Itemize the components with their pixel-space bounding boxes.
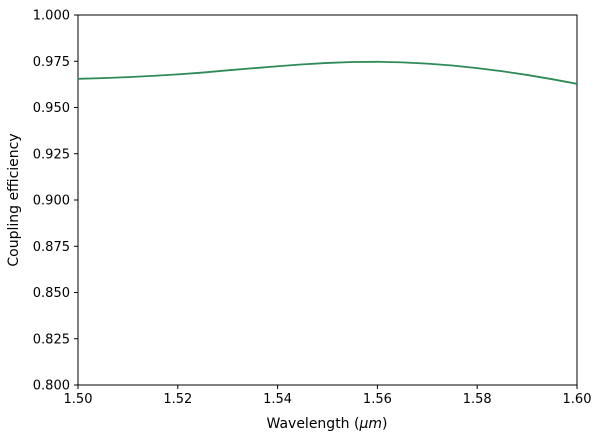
x-axis-label: Wavelength (μm) [267,416,388,432]
x-tick-label: 1.50 [64,392,93,407]
x-tick-label: 1.56 [363,392,392,407]
y-tick-label: 1.000 [33,9,70,24]
x-axis-label-close: ) [382,416,388,432]
x-tick-label: 1.54 [263,392,292,407]
y-tick-label: 0.875 [33,240,70,255]
y-axis-label: Coupling efficiency [6,133,22,267]
y-tick-label: 0.925 [33,147,70,162]
x-tick-label: 1.52 [163,392,192,407]
x-tick-label: 1.58 [463,392,492,407]
y-tick-label: 0.950 [33,101,70,116]
x-axis-label-text: Wavelength ( [266,416,360,432]
y-tick-label: 0.975 [33,55,70,70]
y-tick-label: 0.900 [33,194,70,209]
series-line-coupling-efficiency [77,60,578,85]
y-tick-label: 0.825 [33,332,70,347]
x-axis-label-unit: μm [359,416,383,432]
y-tick-label: 0.800 [33,379,70,394]
y-tick-label: 0.850 [33,286,70,301]
x-tick-label: 1.60 [563,392,592,407]
